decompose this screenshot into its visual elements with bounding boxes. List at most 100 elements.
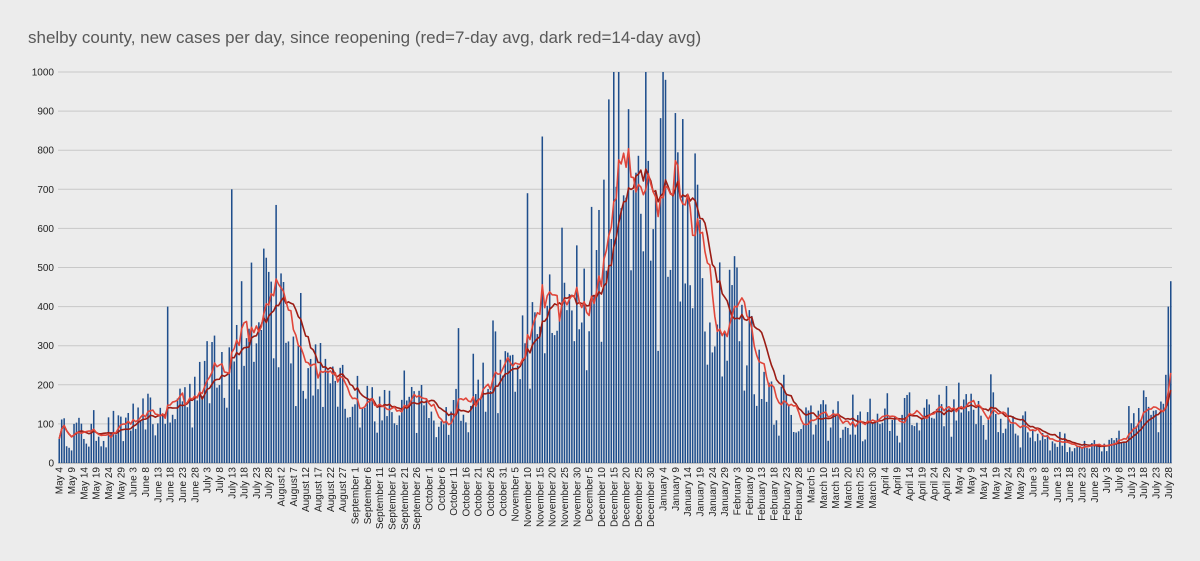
bar — [302, 390, 304, 463]
bar — [642, 251, 645, 463]
bar — [179, 388, 181, 463]
bar — [694, 153, 696, 464]
bar — [413, 391, 415, 463]
bar — [543, 353, 546, 463]
bar — [398, 415, 401, 463]
bar — [1167, 306, 1170, 463]
bar — [137, 407, 139, 463]
bar — [886, 393, 889, 463]
bar — [1137, 408, 1140, 463]
bar — [1091, 443, 1093, 463]
x-tick-label: October 21 — [474, 467, 485, 517]
bar — [300, 292, 302, 463]
bar — [470, 405, 472, 463]
bar — [120, 416, 122, 463]
x-tick-label: November 15 — [535, 467, 546, 527]
bar — [884, 408, 886, 463]
bar — [462, 414, 465, 463]
bar — [159, 407, 162, 463]
bar — [369, 398, 371, 463]
bar — [837, 401, 839, 463]
bar — [68, 447, 70, 463]
bar — [194, 376, 196, 463]
bar — [60, 419, 63, 463]
bar — [906, 394, 908, 463]
bar — [403, 370, 406, 463]
bar — [726, 360, 728, 463]
bar — [134, 428, 137, 463]
bar — [107, 417, 110, 463]
y-tick-label: 700 — [37, 185, 54, 196]
bar — [218, 385, 221, 463]
bar — [689, 285, 691, 463]
bar — [83, 438, 85, 463]
bar — [1064, 433, 1066, 463]
bar — [610, 238, 613, 463]
bar — [132, 403, 134, 463]
x-tick-label: January 24 — [708, 467, 719, 517]
bar — [674, 113, 677, 463]
bar — [144, 429, 147, 463]
bar — [356, 375, 359, 463]
bar — [598, 209, 600, 463]
bar — [280, 273, 282, 463]
x-tick-label: May 9 — [967, 467, 978, 495]
bar — [686, 197, 689, 464]
x-tick-label: June 18 — [166, 467, 177, 503]
bar — [85, 443, 88, 463]
bar — [657, 350, 659, 463]
bar — [852, 394, 854, 463]
bar — [255, 343, 258, 463]
bar — [1115, 437, 1118, 463]
bar — [842, 429, 844, 463]
moving-average-lines — [58, 147, 1172, 450]
bar — [1113, 440, 1115, 463]
bar — [295, 406, 297, 463]
bar — [891, 420, 894, 463]
bar — [191, 427, 194, 463]
bar — [576, 245, 578, 463]
bar — [507, 352, 509, 463]
bar — [386, 416, 388, 463]
x-tick-label: October 26 — [486, 467, 497, 517]
bar — [1044, 439, 1046, 463]
bar — [696, 184, 699, 463]
x-tick-label: July 18 — [1139, 467, 1150, 499]
bar — [982, 425, 985, 463]
bar — [923, 407, 926, 463]
x-tick-label: October 31 — [498, 467, 509, 517]
bar — [1098, 444, 1101, 463]
bar — [80, 423, 83, 463]
bar — [760, 398, 763, 463]
x-tick-label: October 6 — [437, 467, 448, 511]
x-tick-label: September 11 — [375, 467, 386, 530]
bar — [640, 213, 642, 463]
bar — [457, 328, 460, 463]
bar — [1162, 403, 1165, 463]
bar — [336, 406, 339, 463]
x-tick-label: March 25 — [856, 467, 867, 509]
bar — [95, 440, 97, 463]
bar — [221, 352, 223, 463]
bar — [953, 399, 955, 463]
bar — [117, 415, 120, 463]
seven-day-average-line — [58, 147, 1172, 450]
bar — [1022, 415, 1024, 463]
bar — [477, 379, 479, 463]
bar — [541, 136, 544, 463]
bar — [768, 382, 770, 463]
bar — [452, 400, 455, 463]
bar — [88, 446, 90, 463]
bar — [926, 399, 928, 463]
bar — [438, 426, 440, 463]
bar — [849, 434, 852, 463]
x-tick-label: May 19 — [92, 467, 103, 500]
bar — [1152, 410, 1155, 463]
bar — [844, 426, 847, 463]
bar — [950, 436, 953, 463]
bar — [1076, 445, 1078, 463]
bar — [605, 270, 608, 463]
bar — [723, 333, 726, 463]
bar — [1046, 434, 1049, 463]
